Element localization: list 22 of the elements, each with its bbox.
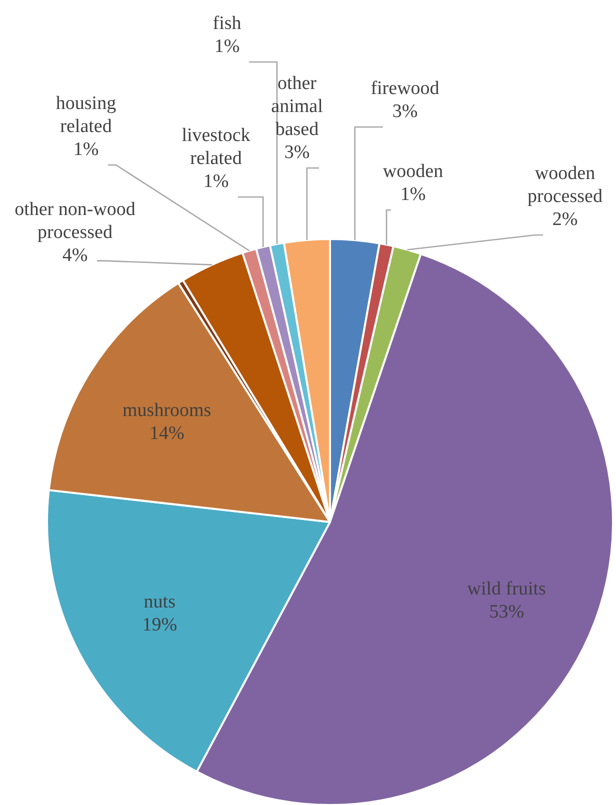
data-label: 1%: [400, 184, 426, 205]
data-label: 2%: [552, 209, 578, 230]
slice-label: wooden: [382, 161, 444, 182]
data-label: 1%: [214, 36, 240, 57]
slice-label: nuts: [144, 592, 176, 613]
slice-label: housing related: [56, 93, 117, 137]
slice-label: firewood: [370, 78, 440, 99]
data-label: 3%: [284, 142, 310, 163]
slice-label: other non-wood processed: [14, 199, 136, 243]
data-label: 14%: [149, 422, 184, 444]
slice-label: fish: [212, 13, 242, 34]
slice-label: livestock related: [182, 125, 251, 169]
slice-label: mushrooms: [122, 400, 212, 421]
data-label: 19%: [142, 614, 178, 636]
slice-label: other animal based: [271, 73, 323, 140]
slice-label: wooden processed: [528, 163, 603, 207]
data-label: 53%: [489, 601, 524, 622]
data-label: 1%: [73, 139, 99, 160]
data-label: 1%: [203, 171, 229, 192]
data-label: 3%: [392, 101, 418, 122]
data-label: 4%: [62, 245, 88, 266]
slice-label: wild fruits: [467, 578, 546, 600]
